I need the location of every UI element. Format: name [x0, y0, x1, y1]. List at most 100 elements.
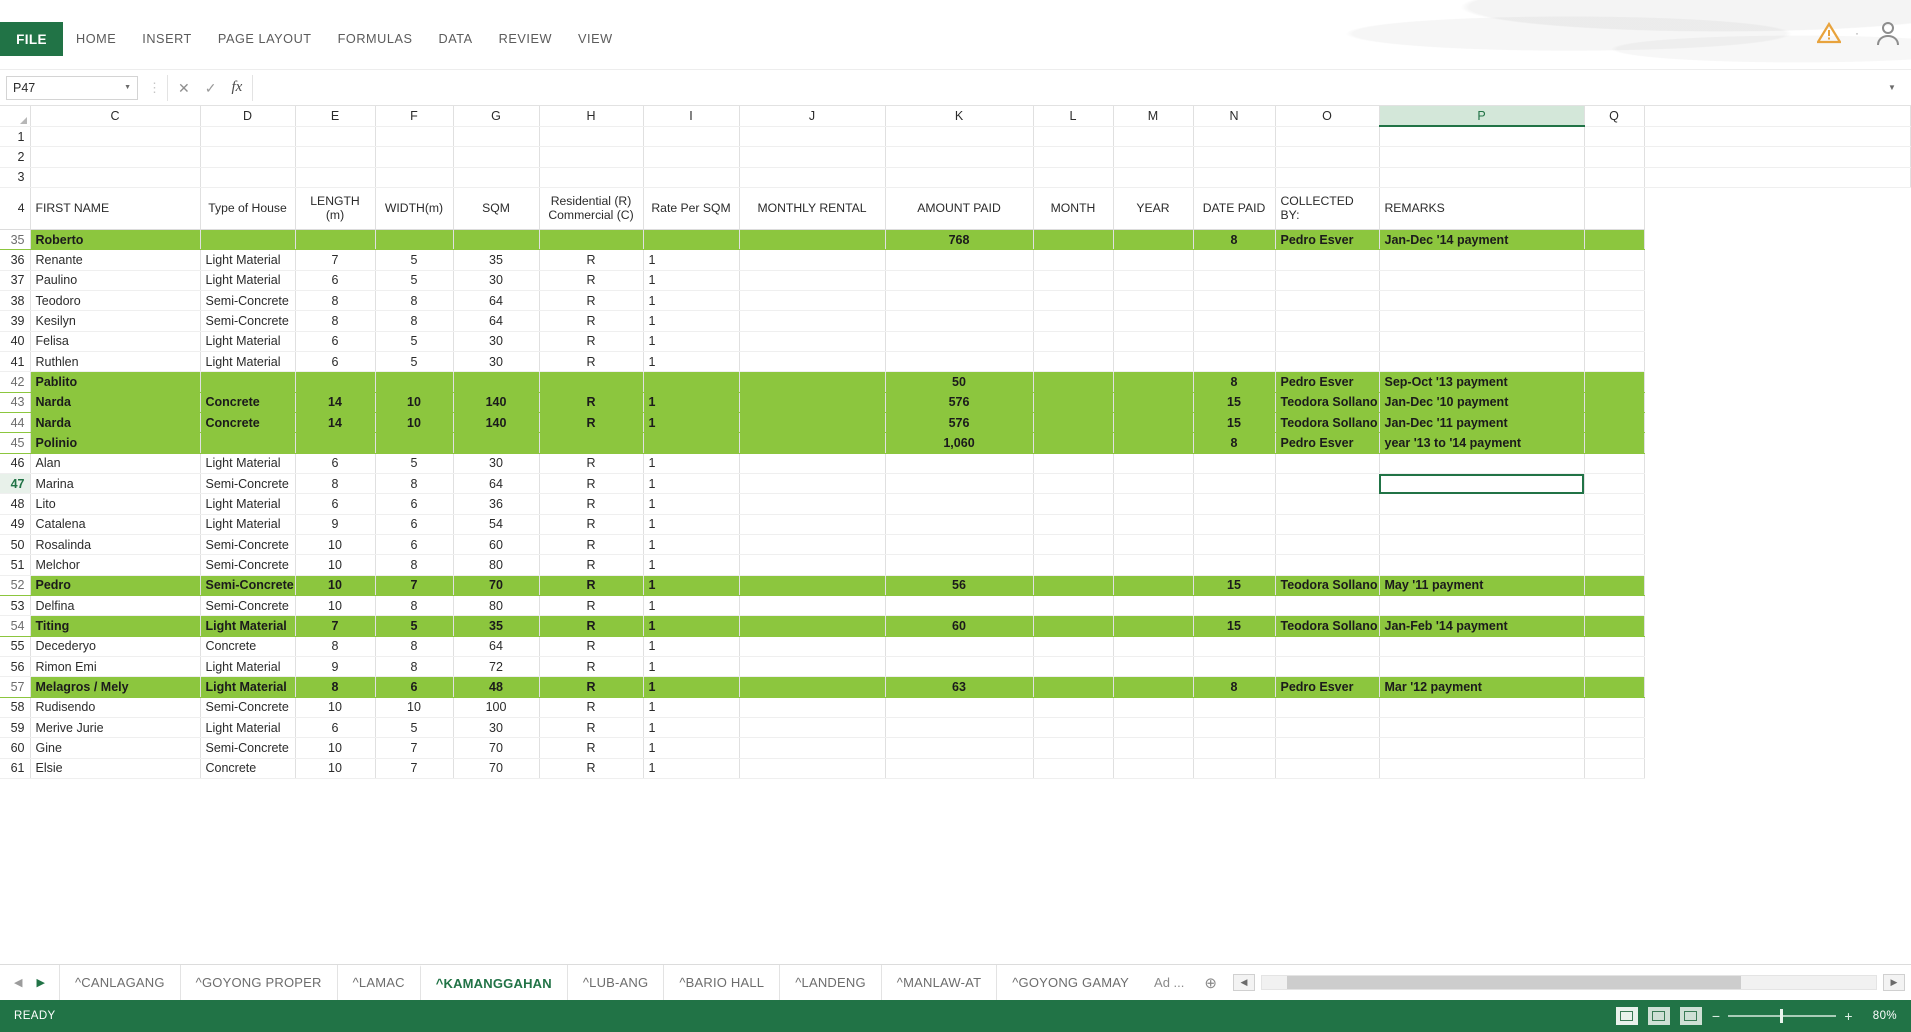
- cell-width[interactable]: 10: [375, 697, 454, 719]
- cell-rental[interactable]: [739, 453, 886, 475]
- cell-remarks[interactable]: year '13 to '14 payment: [1379, 432, 1585, 454]
- cell-rental[interactable]: [739, 331, 886, 352]
- cell-type[interactable]: Concrete: [200, 392, 296, 413]
- cell-rc[interactable]: R: [539, 249, 644, 271]
- cell-width[interactable]: 5: [375, 615, 454, 637]
- cell[interactable]: [1584, 717, 1645, 739]
- cell-collected_by[interactable]: [1275, 656, 1380, 678]
- cell-rental[interactable]: [739, 656, 886, 678]
- cell-rental[interactable]: [739, 310, 886, 332]
- cell[interactable]: [539, 146, 644, 168]
- cell[interactable]: [739, 167, 886, 188]
- tab-file[interactable]: FILE: [0, 22, 63, 56]
- cell-date_paid[interactable]: 8: [1193, 229, 1276, 251]
- zoom-slider-track[interactable]: [1728, 1009, 1837, 1023]
- cell-collected_by[interactable]: Teodora Sollano: [1275, 412, 1380, 434]
- name-box[interactable]: P47 ▼: [6, 75, 138, 100]
- row-header-41[interactable]: 41: [0, 351, 31, 373]
- cell-year[interactable]: [1113, 697, 1194, 719]
- cell-width[interactable]: 5: [375, 453, 454, 475]
- cell-amount[interactable]: [885, 534, 1034, 556]
- cell-remarks[interactable]: [1379, 554, 1585, 576]
- cell-width[interactable]: 5: [375, 249, 454, 271]
- cell-rental[interactable]: [739, 229, 886, 251]
- sheet-tab-goyongproper[interactable]: ^GOYONG PROPER: [179, 965, 337, 1000]
- cell[interactable]: [1584, 676, 1645, 698]
- cell-month[interactable]: [1033, 331, 1114, 352]
- cell-length[interactable]: 6: [295, 351, 376, 373]
- cell-type[interactable]: Semi-Concrete: [200, 310, 296, 332]
- cell-sqm[interactable]: 80: [453, 595, 540, 617]
- cell-collected_by[interactable]: [1275, 554, 1380, 576]
- cell-month[interactable]: [1033, 514, 1114, 536]
- cell-sqm[interactable]: 72: [453, 656, 540, 678]
- cell-width[interactable]: 8: [375, 290, 454, 312]
- cell-year[interactable]: [1113, 554, 1194, 576]
- cell-sqm[interactable]: [453, 371, 540, 393]
- row-header-54[interactable]: 54: [0, 615, 31, 637]
- cell-rate[interactable]: 1: [643, 575, 740, 597]
- column-title-0[interactable]: FIRST NAME: [30, 187, 201, 230]
- sheet-tab-overflow[interactable]: Ad ...: [1154, 975, 1185, 990]
- cell-date_paid[interactable]: [1193, 514, 1276, 536]
- cell-width[interactable]: 5: [375, 270, 454, 291]
- cell-length[interactable]: 6: [295, 717, 376, 739]
- cell[interactable]: [1584, 187, 1645, 230]
- cell-width[interactable]: 10: [375, 392, 454, 413]
- cell-rc[interactable]: R: [539, 351, 644, 373]
- cell-length[interactable]: 8: [295, 676, 376, 698]
- cell-collected_by[interactable]: Pedro Esver: [1275, 432, 1380, 454]
- column-title-4[interactable]: SQM: [453, 187, 540, 230]
- row-header-3[interactable]: 3: [0, 167, 31, 188]
- cell-rate[interactable]: 1: [643, 534, 740, 556]
- cell-collected_by[interactable]: [1275, 717, 1380, 739]
- tab-formulas[interactable]: FORMULAS: [337, 32, 413, 46]
- cell-rate[interactable]: [643, 229, 740, 251]
- sheet-tab-manlawat[interactable]: ^MANLAW-AT: [880, 965, 996, 1000]
- cell-amount[interactable]: [885, 310, 1034, 332]
- cell-rental[interactable]: [739, 554, 886, 576]
- cell[interactable]: [1193, 126, 1276, 148]
- cell-sqm[interactable]: 140: [453, 392, 540, 413]
- row-header-52[interactable]: 52: [0, 575, 31, 597]
- cell-first_name[interactable]: Rosalinda: [30, 534, 201, 556]
- column-title-11[interactable]: DATE PAID: [1193, 187, 1276, 230]
- cell-width[interactable]: [375, 371, 454, 393]
- cell[interactable]: [1275, 146, 1380, 168]
- cell-type[interactable]: [200, 371, 296, 393]
- cell-first_name[interactable]: Renante: [30, 249, 201, 271]
- cell-first_name[interactable]: Kesilyn: [30, 310, 201, 332]
- tab-page-layout[interactable]: PAGE LAYOUT: [217, 32, 312, 46]
- cell-type[interactable]: Light Material: [200, 676, 296, 698]
- cell-width[interactable]: 5: [375, 351, 454, 373]
- cell[interactable]: [1584, 758, 1645, 780]
- row-header-38[interactable]: 38: [0, 290, 31, 312]
- cell-rate[interactable]: 1: [643, 392, 740, 413]
- cell-date_paid[interactable]: [1193, 493, 1276, 515]
- column-title-7[interactable]: MONTHLY RENTAL: [739, 187, 886, 230]
- cell[interactable]: [453, 146, 540, 168]
- column-header-f[interactable]: F: [375, 106, 454, 127]
- cell-width[interactable]: 8: [375, 310, 454, 332]
- cell-date_paid[interactable]: 15: [1193, 575, 1276, 597]
- cell-sqm[interactable]: 70: [453, 758, 540, 780]
- tab-insert[interactable]: INSERT: [142, 32, 192, 46]
- cell-length[interactable]: 10: [295, 758, 376, 780]
- cell-collected_by[interactable]: [1275, 493, 1380, 515]
- cell-sqm[interactable]: 140: [453, 412, 540, 434]
- cell-sqm[interactable]: 60: [453, 534, 540, 556]
- cell[interactable]: [375, 146, 454, 168]
- sheet-tab-lubang[interactable]: ^LUB-ANG: [566, 965, 664, 1000]
- cell-collected_by[interactable]: [1275, 453, 1380, 475]
- cell-year[interactable]: [1113, 534, 1194, 556]
- cell-date_paid[interactable]: [1193, 331, 1276, 352]
- cell-remarks[interactable]: [1379, 249, 1585, 271]
- cell-remarks[interactable]: Jan-Dec '11 payment: [1379, 412, 1585, 434]
- tab-view[interactable]: VIEW: [578, 32, 613, 46]
- column-header-o[interactable]: O: [1275, 106, 1380, 127]
- cell-width[interactable]: 8: [375, 554, 454, 576]
- cell[interactable]: [643, 126, 740, 148]
- cell-date_paid[interactable]: [1193, 758, 1276, 780]
- cell-sqm[interactable]: 36: [453, 493, 540, 515]
- cell[interactable]: [885, 126, 1034, 148]
